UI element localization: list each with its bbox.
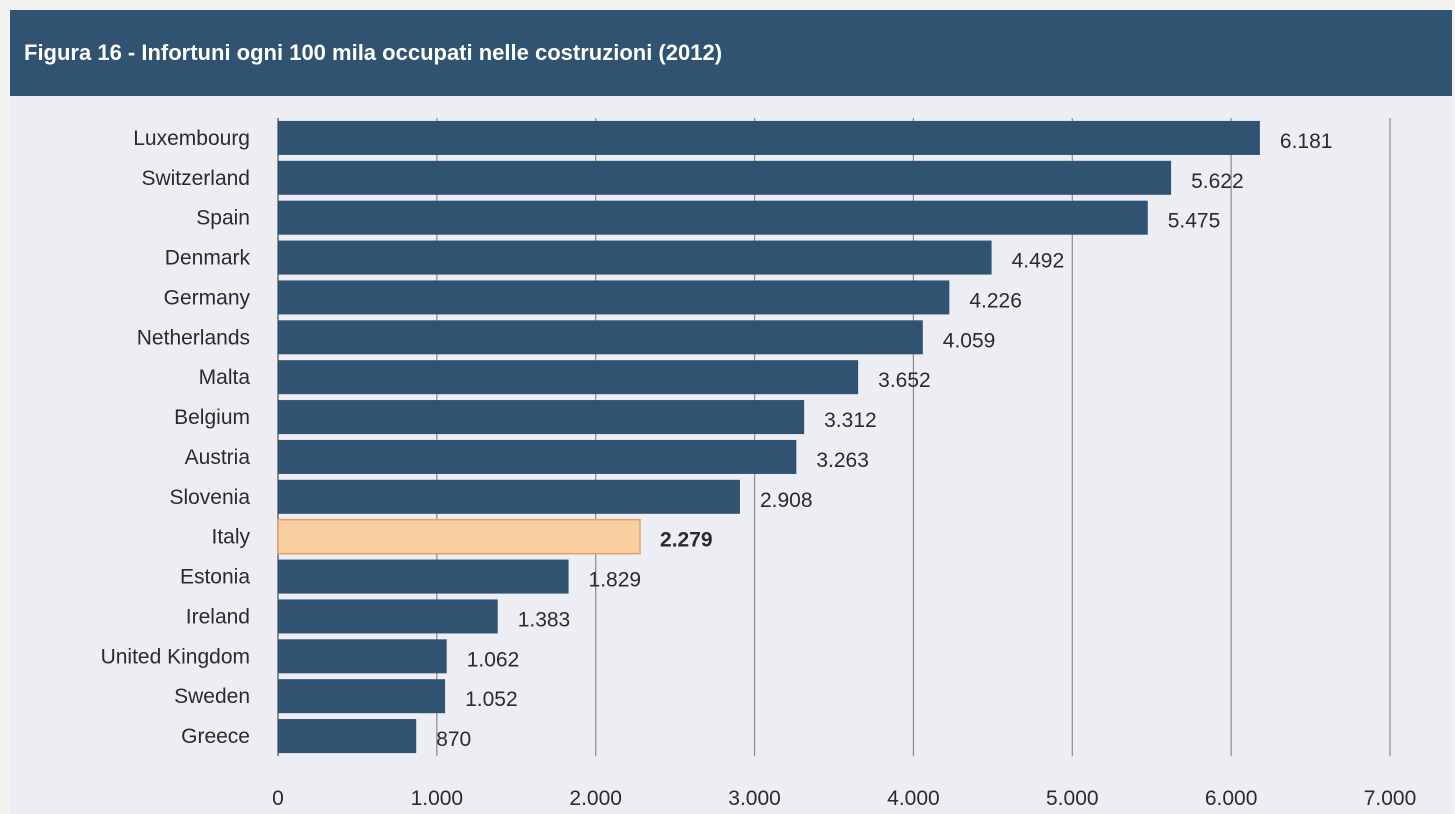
x-tick-label: 3.000 xyxy=(728,787,781,810)
category-label: Netherlands xyxy=(137,326,250,349)
x-tick-label: 1.000 xyxy=(411,787,464,810)
x-tick-label: 0 xyxy=(272,787,284,810)
bar-greece xyxy=(278,719,417,754)
bar-netherlands xyxy=(278,320,923,355)
bar-spain xyxy=(278,200,1148,235)
value-label: 3.312 xyxy=(824,409,877,432)
bar-slovenia xyxy=(278,479,740,514)
bar-sweden xyxy=(278,679,446,714)
value-label: 5.475 xyxy=(1168,210,1221,233)
category-label: Slovenia xyxy=(169,486,250,509)
category-label: Luxembourg xyxy=(133,127,250,150)
x-tick-label: 6.000 xyxy=(1205,787,1258,810)
value-label: 870 xyxy=(436,728,471,751)
bar-estonia xyxy=(278,559,569,594)
category-label: Switzerland xyxy=(141,167,250,190)
value-label: 3.263 xyxy=(816,449,869,472)
value-label: 3.652 xyxy=(878,369,931,392)
bar-luxembourg xyxy=(278,120,1260,155)
value-label: 1.829 xyxy=(589,569,642,592)
bar-ireland xyxy=(278,599,498,634)
category-label: Italy xyxy=(211,526,250,549)
category-label: Spain xyxy=(196,207,250,230)
bar-malta xyxy=(278,360,859,395)
x-tick-label: 5.000 xyxy=(1046,787,1099,810)
bar-belgium xyxy=(278,400,805,435)
category-label: Belgium xyxy=(174,406,250,429)
x-tick-label: 4.000 xyxy=(887,787,940,810)
bar-switzerland xyxy=(278,160,1172,195)
category-label: Greece xyxy=(181,725,250,748)
bar-austria xyxy=(278,439,797,474)
category-label: Germany xyxy=(164,286,251,309)
value-label: 6.181 xyxy=(1280,130,1333,153)
category-label: United Kingdom xyxy=(101,645,250,668)
category-label: Ireland xyxy=(186,605,250,628)
category-label: Denmark xyxy=(165,247,251,270)
bar-italy xyxy=(277,518,641,555)
x-tick-label: 7.000 xyxy=(1364,787,1417,810)
category-label: Malta xyxy=(199,366,251,389)
value-label: 1.052 xyxy=(465,688,518,711)
value-label: 1.062 xyxy=(467,648,520,671)
value-label: 1.383 xyxy=(518,608,571,631)
value-label: 4.492 xyxy=(1012,250,1065,273)
x-tick-label: 2.000 xyxy=(569,787,622,810)
chart-title: Figura 16 - Infortuni ogni 100 mila occu… xyxy=(24,40,723,65)
value-label: 4.226 xyxy=(969,289,1022,312)
bar-germany xyxy=(278,280,950,315)
category-label: Austria xyxy=(185,446,251,469)
value-label: 2.908 xyxy=(760,489,813,512)
category-label: Estonia xyxy=(180,566,250,589)
chart-header: Figura 16 - Infortuni ogni 100 mila occu… xyxy=(10,10,1452,96)
category-label: Sweden xyxy=(174,685,250,708)
bar-denmark xyxy=(278,240,992,275)
value-label: 4.059 xyxy=(943,329,996,352)
value-label: 5.622 xyxy=(1191,170,1244,193)
value-label: 2.279 xyxy=(660,529,713,552)
bar-united-kingdom xyxy=(278,639,447,674)
